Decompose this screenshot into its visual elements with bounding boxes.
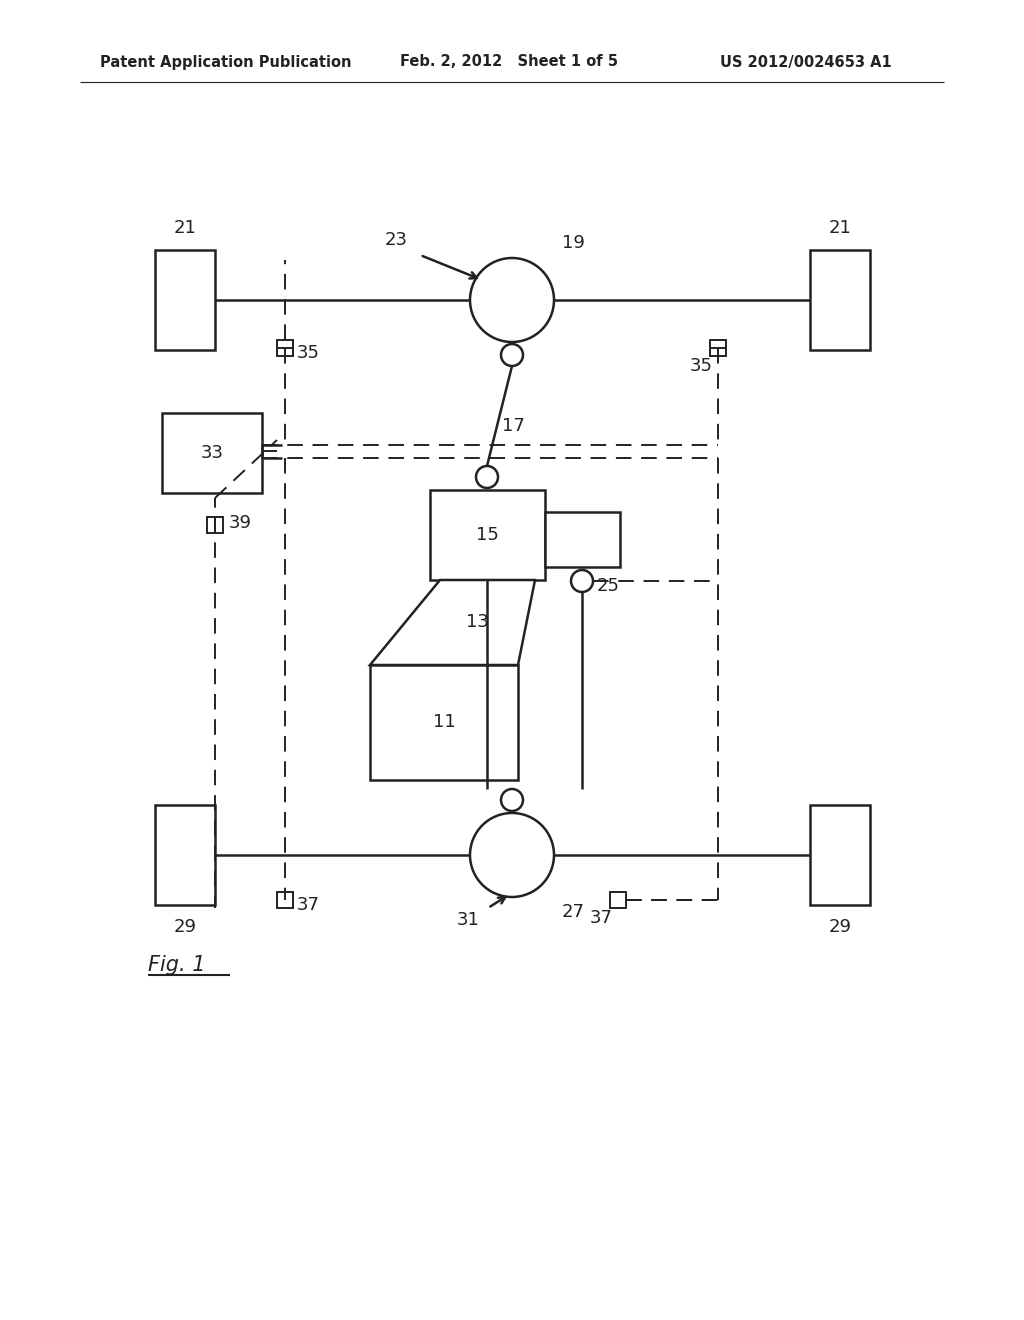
Text: 15: 15	[475, 525, 499, 544]
Bar	[370, 665, 518, 780]
Circle shape	[476, 466, 498, 488]
Circle shape	[470, 257, 554, 342]
Bar	[278, 341, 293, 356]
Text: Fig. 1: Fig. 1	[148, 954, 206, 975]
Text: 19: 19	[562, 234, 585, 252]
Text: 31: 31	[457, 911, 480, 929]
Bar	[155, 249, 215, 350]
Text: 35: 35	[690, 356, 713, 375]
Bar	[155, 805, 215, 906]
Text: 21: 21	[828, 219, 851, 238]
Text: 29: 29	[828, 917, 852, 936]
Bar	[810, 249, 870, 350]
Circle shape	[501, 789, 523, 810]
Circle shape	[470, 813, 554, 898]
Polygon shape	[370, 579, 535, 665]
Circle shape	[571, 570, 593, 591]
Bar	[810, 805, 870, 906]
Text: 39: 39	[229, 513, 252, 532]
Bar	[545, 512, 620, 568]
Text: 17: 17	[502, 417, 525, 436]
Bar	[278, 892, 293, 908]
Text: 37: 37	[297, 896, 319, 913]
Bar	[162, 413, 262, 492]
Text: 13: 13	[466, 612, 488, 631]
Text: 21: 21	[173, 219, 197, 238]
Text: US 2012/0024653 A1: US 2012/0024653 A1	[720, 54, 892, 70]
Text: 33: 33	[201, 444, 223, 462]
Bar	[710, 341, 726, 356]
Bar	[430, 490, 545, 579]
Bar	[610, 892, 626, 908]
Circle shape	[501, 345, 523, 366]
Text: Feb. 2, 2012   Sheet 1 of 5: Feb. 2, 2012 Sheet 1 of 5	[400, 54, 618, 70]
Text: 11: 11	[432, 713, 456, 731]
Text: 37: 37	[590, 909, 613, 927]
Text: Patent Application Publication: Patent Application Publication	[100, 54, 351, 70]
Text: 27: 27	[562, 903, 585, 921]
Text: 23: 23	[385, 231, 408, 249]
Text: 29: 29	[173, 917, 197, 936]
Text: 35: 35	[297, 345, 319, 362]
Bar	[207, 517, 223, 533]
Text: 25: 25	[597, 577, 620, 595]
